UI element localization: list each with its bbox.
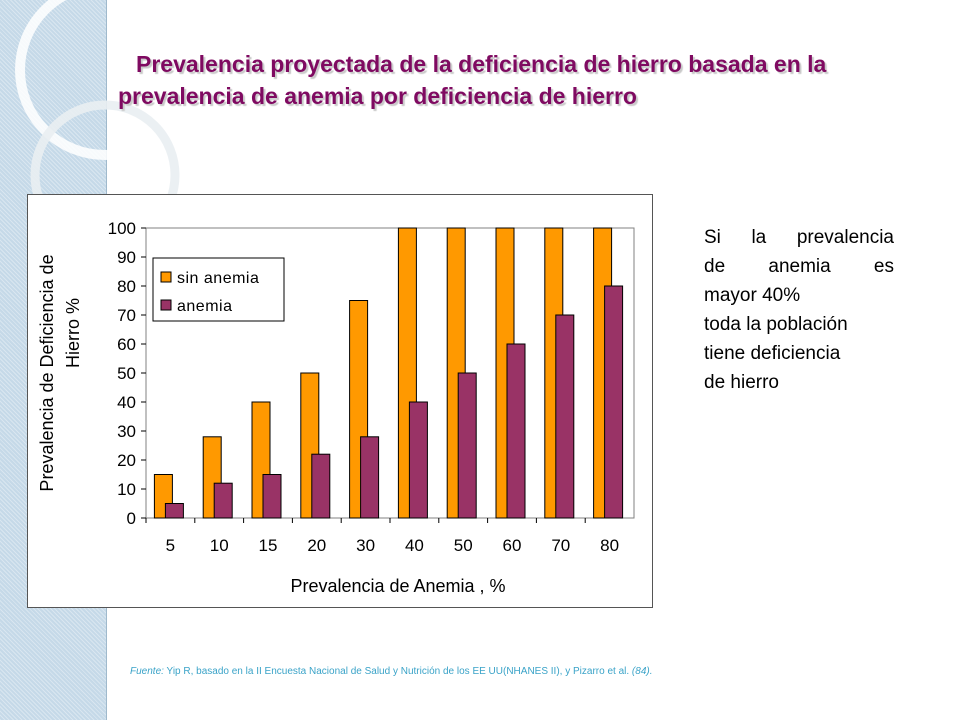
x-tick-label: 15 [259, 536, 278, 555]
source-citation: Fuente: Yip R, basado en la II Encuesta … [130, 666, 652, 677]
note-line: de anemia es [704, 256, 894, 277]
x-tick-label: 5 [166, 536, 175, 555]
y-axis-title-line-1: Prevalencia de Deficiencia de [37, 254, 57, 491]
title-line-1: Prevalencia proyectada de la deficiencia… [136, 51, 827, 77]
note-text: Si la prevalencia de anemia es mayor 40%… [704, 223, 894, 397]
y-tick-label: 60 [117, 335, 136, 354]
chart-container: 0 10 20 30 40 50 60 70 80 90 100 5 10 15 20 30 40 50 60 70 8… [27, 194, 653, 608]
y-axis-title-line-2: Hierro % [63, 298, 83, 368]
bar-anemia [311, 453, 331, 519]
bar-anemia [360, 436, 380, 519]
y-tick-label: 10 [117, 480, 136, 499]
x-tick-label: 30 [356, 536, 375, 555]
legend-swatch [160, 299, 172, 311]
source-text: Yip R, basado en la II Encuesta Nacional… [163, 666, 632, 677]
y-tick-label: 70 [117, 306, 136, 325]
bar-chart: 0 10 20 30 40 50 60 70 80 90 100 5 10 15 20 30 40 50 60 70 8… [37, 219, 635, 596]
legend-swatch [160, 271, 172, 283]
bar-anemia [506, 343, 526, 519]
x-tick-label: 80 [600, 536, 619, 555]
legend-label: sin anemia [177, 270, 259, 287]
y-tick-label: 20 [117, 451, 136, 470]
source-ref: (84). [631, 666, 653, 677]
note-line: mayor 40% [704, 285, 801, 306]
source-label: Fuente: [130, 666, 164, 677]
bar-anemia [555, 314, 575, 519]
legend-label: anemia [177, 298, 232, 315]
x-tick-label: 60 [503, 536, 522, 555]
x-tick-label: 20 [307, 536, 326, 555]
note-line: de hierro [704, 372, 779, 393]
y-tick-label: 80 [117, 277, 136, 296]
bar-anemia [604, 285, 624, 519]
bar-anemia [262, 474, 282, 519]
x-tick-label: 10 [210, 536, 229, 555]
y-tick-label: 40 [117, 393, 136, 412]
bar-anemia [213, 482, 233, 519]
x-tick-label: 70 [551, 536, 570, 555]
y-tick-label: 30 [117, 422, 136, 441]
legend-box [152, 257, 285, 322]
y-tick-label: 90 [117, 248, 136, 267]
x-axis-title: Prevalencia de Anemia , % [290, 576, 505, 596]
bar-anemia [457, 372, 477, 519]
note-line: tiene deficiencia [704, 343, 841, 364]
y-tick-label: 0 [127, 509, 136, 528]
title-line-2: prevalencia de anemia por deficiencia de… [118, 83, 637, 109]
y-tick-label: 100 [108, 219, 136, 238]
note-line: toda la población [704, 314, 848, 335]
x-tick-label: 50 [454, 536, 473, 555]
note-line: Si la prevalencia [704, 227, 894, 248]
y-tick-label: 50 [117, 364, 136, 383]
page-title: Prevalencia proyectada de la deficiencia… [118, 48, 938, 112]
bar-anemia [164, 503, 184, 519]
x-tick-label: 40 [405, 536, 424, 555]
bar-anemia [408, 401, 428, 519]
